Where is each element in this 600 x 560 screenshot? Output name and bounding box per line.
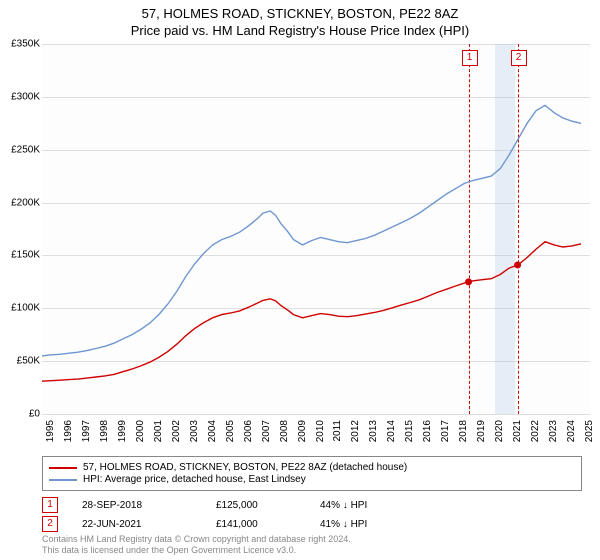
x-tick-label: 2017 xyxy=(440,420,451,442)
sale-dot xyxy=(514,261,521,268)
x-tick-label: 2002 xyxy=(171,420,182,442)
x-tick-label: 2023 xyxy=(548,420,559,442)
y-tick-label: £150K xyxy=(11,250,40,261)
x-tick-label: 2019 xyxy=(476,420,487,442)
legend-label: HPI: Average price, detached house, East… xyxy=(83,474,306,485)
x-tick-label: 2007 xyxy=(261,420,272,442)
footer-line-1: Contains HM Land Registry data © Crown c… xyxy=(42,534,351,545)
price-paid-line xyxy=(42,242,581,382)
legend-swatch xyxy=(49,467,77,469)
x-tick-label: 2014 xyxy=(386,420,397,442)
x-tick-label: 1997 xyxy=(81,420,92,442)
x-tick-label: 1998 xyxy=(99,420,110,442)
legend-item: HPI: Average price, detached house, East… xyxy=(49,474,575,485)
y-tick-label: £50K xyxy=(17,356,40,367)
x-tick-label: 1999 xyxy=(117,420,128,442)
sale-dot xyxy=(465,278,472,285)
x-tick-label: 2000 xyxy=(135,420,146,442)
x-tick-label: 2025 xyxy=(584,420,595,442)
footer-attribution: Contains HM Land Registry data © Crown c… xyxy=(42,534,351,556)
x-tick-label: 2011 xyxy=(332,420,343,442)
x-tick-label: 2010 xyxy=(315,420,326,442)
chart-lines-svg xyxy=(42,44,590,414)
y-tick-label: £100K xyxy=(11,303,40,314)
x-tick-label: 2021 xyxy=(512,420,523,442)
x-axis-labels: 1995 1996 1997 1998 1999 2000 2001 2002 2003 2004… xyxy=(42,418,590,458)
sale-marker-label: 2 xyxy=(511,50,527,66)
x-tick-label: 2020 xyxy=(494,420,505,442)
y-tick-label: £250K xyxy=(11,144,40,155)
sale-pct: 44% ↓ HPI xyxy=(320,500,420,511)
chart-subtitle: Price paid vs. HM Land Registry's House … xyxy=(0,23,600,38)
y-tick-label: £350K xyxy=(11,39,40,50)
sale-marker-label: 1 xyxy=(462,50,478,66)
sale-pct: 41% ↓ HPI xyxy=(320,519,420,530)
sale-date: 28-SEP-2018 xyxy=(82,500,192,511)
x-tick-label: 2003 xyxy=(189,420,200,442)
hpi-line xyxy=(42,105,581,356)
x-tick-label: 2016 xyxy=(422,420,433,442)
x-tick-label: 2018 xyxy=(458,420,469,442)
x-tick-label: 2024 xyxy=(566,420,577,442)
x-tick-label: 1996 xyxy=(63,420,74,442)
grid-line xyxy=(42,414,590,415)
y-tick-label: £300K xyxy=(11,91,40,102)
sale-row: 1 28-SEP-2018 £125,000 44% ↓ HPI xyxy=(42,497,420,513)
sale-row-marker: 1 xyxy=(42,497,58,513)
title-block: 57, HOLMES ROAD, STICKNEY, BOSTON, PE22 … xyxy=(0,0,600,38)
plot-area: 12 xyxy=(42,44,590,414)
x-tick-label: 2006 xyxy=(243,420,254,442)
x-tick-label: 2009 xyxy=(297,420,308,442)
x-tick-label: 2004 xyxy=(207,420,218,442)
chart-title-address: 57, HOLMES ROAD, STICKNEY, BOSTON, PE22 … xyxy=(0,6,600,21)
sale-date: 22-JUN-2021 xyxy=(82,519,192,530)
legend-label: 57, HOLMES ROAD, STICKNEY, BOSTON, PE22 … xyxy=(83,462,407,473)
y-tick-label: £200K xyxy=(11,197,40,208)
legend-swatch xyxy=(49,479,77,481)
sale-row: 2 22-JUN-2021 £141,000 41% ↓ HPI xyxy=(42,516,420,532)
x-tick-label: 2015 xyxy=(404,420,415,442)
x-tick-label: 2008 xyxy=(279,420,290,442)
sale-price: £141,000 xyxy=(216,519,296,530)
x-tick-label: 1995 xyxy=(45,420,56,442)
x-tick-label: 2022 xyxy=(530,420,541,442)
sale-row-marker: 2 xyxy=(42,516,58,532)
sale-price: £125,000 xyxy=(216,500,296,511)
x-tick-label: 2012 xyxy=(350,420,361,442)
y-tick-label: £0 xyxy=(29,409,40,420)
sales-table: 1 28-SEP-2018 £125,000 44% ↓ HPI 2 22-JUN-202… xyxy=(42,494,420,535)
x-tick-label: 2013 xyxy=(368,420,379,442)
legend: 57, HOLMES ROAD, STICKNEY, BOSTON, PE22 … xyxy=(42,456,582,491)
footer-line-2: This data is licensed under the Open Gov… xyxy=(42,545,351,556)
x-tick-label: 2005 xyxy=(225,420,236,442)
legend-item: 57, HOLMES ROAD, STICKNEY, BOSTON, PE22 … xyxy=(49,462,575,473)
chart-container: 57, HOLMES ROAD, STICKNEY, BOSTON, PE22 … xyxy=(0,0,600,560)
x-tick-label: 2001 xyxy=(153,420,164,442)
